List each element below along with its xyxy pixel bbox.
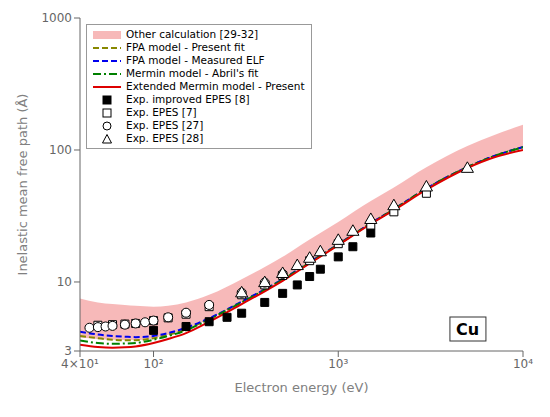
svg-text:3: 3: [64, 344, 72, 358]
svg-text:10²: 10²: [143, 357, 163, 371]
svg-text:Electron energy (eV): Electron energy (eV): [235, 380, 369, 395]
svg-text:4×10¹: 4×10¹: [61, 357, 99, 371]
svg-text:10: 10: [57, 275, 72, 289]
html-text:FPA model - Present fit: FPA model - Present fit: [126, 41, 245, 53]
svg-text:Inelastic mean free path (Å): Inelastic mean free path (Å): [15, 94, 30, 276]
html-text:Cu: Cu: [456, 319, 480, 339]
svg-text:1000: 1000: [41, 11, 72, 25]
html-text:Mermin model - Abril's fit: Mermin model - Abril's fit: [126, 67, 259, 79]
html-text:Exp. improved EPES [8]: Exp. improved EPES [8]: [126, 93, 250, 105]
svg-text:10⁴: 10⁴: [513, 357, 533, 371]
svg-text:100: 100: [49, 143, 72, 157]
html-text:Extended Mermin model - Presen: Extended Mermin model - Present: [126, 80, 305, 92]
html-text:Exp. EPES [27]: Exp. EPES [27]: [126, 119, 204, 131]
html-text:Other calculation [29-32]: Other calculation [29-32]: [126, 28, 259, 40]
svg-text:10³: 10³: [328, 357, 348, 371]
html-text:Exp. EPES [7]: Exp. EPES [7]: [126, 106, 197, 118]
html-text:FPA model - Measured ELF: FPA model - Measured ELF: [126, 54, 265, 66]
html-text:Exp. EPES [28]: Exp. EPES [28]: [126, 132, 204, 144]
